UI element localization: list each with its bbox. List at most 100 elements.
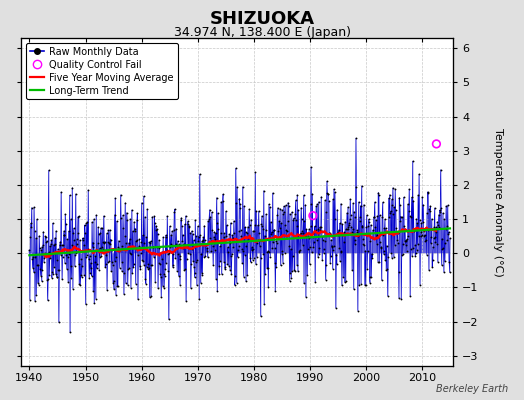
- Point: [306, 244, 314, 250]
- Point: [396, 202, 404, 208]
- Point: [74, 213, 83, 219]
- Point: [115, 265, 124, 271]
- Point: [61, 260, 69, 266]
- Point: [253, 240, 261, 246]
- Point: [130, 218, 138, 225]
- Point: [305, 261, 314, 268]
- Point: [169, 251, 177, 258]
- Point: [252, 261, 260, 268]
- Point: [231, 273, 239, 279]
- Point: [134, 296, 142, 302]
- Point: [29, 254, 37, 260]
- Point: [228, 232, 237, 238]
- Point: [318, 257, 326, 263]
- Point: [208, 209, 216, 216]
- Point: [374, 189, 383, 196]
- Point: [54, 266, 62, 273]
- Point: [268, 245, 276, 252]
- Point: [290, 215, 298, 222]
- Point: [344, 204, 352, 211]
- Point: [424, 190, 432, 196]
- Point: [331, 189, 339, 195]
- Point: [94, 224, 102, 230]
- Point: [43, 276, 51, 283]
- Point: [427, 234, 435, 240]
- Point: [27, 223, 36, 230]
- Point: [184, 249, 193, 256]
- Point: [73, 230, 82, 236]
- Point: [302, 226, 311, 233]
- Point: [125, 236, 134, 242]
- Point: [238, 260, 246, 266]
- Point: [132, 238, 140, 244]
- Point: [237, 232, 246, 239]
- Point: [229, 244, 237, 250]
- Point: [258, 213, 266, 219]
- Point: [47, 241, 55, 247]
- Point: [111, 212, 119, 218]
- Point: [321, 197, 329, 203]
- Point: [386, 191, 394, 198]
- Point: [102, 230, 111, 237]
- Point: [261, 226, 270, 233]
- Point: [247, 247, 256, 254]
- Point: [365, 274, 374, 280]
- Point: [198, 270, 206, 276]
- Point: [305, 226, 313, 232]
- Point: [120, 270, 128, 276]
- Point: [38, 244, 46, 250]
- Point: [346, 216, 354, 222]
- Point: [198, 238, 206, 244]
- Point: [188, 228, 196, 234]
- Point: [386, 210, 394, 216]
- Point: [227, 271, 236, 278]
- Point: [432, 141, 441, 147]
- Point: [44, 276, 52, 282]
- Point: [407, 214, 416, 220]
- Point: [144, 261, 152, 267]
- Point: [377, 244, 385, 250]
- Point: [128, 228, 137, 234]
- Point: [206, 238, 215, 244]
- Point: [331, 216, 340, 222]
- Point: [242, 278, 250, 285]
- Point: [441, 240, 450, 246]
- Point: [333, 206, 342, 213]
- Point: [84, 187, 93, 194]
- Point: [328, 243, 336, 250]
- Point: [337, 248, 346, 254]
- Point: [140, 262, 148, 268]
- Point: [143, 206, 151, 212]
- Point: [359, 240, 367, 247]
- Point: [275, 218, 283, 224]
- Point: [193, 282, 201, 288]
- Point: [427, 240, 435, 246]
- Point: [39, 228, 48, 235]
- Point: [200, 222, 209, 229]
- Point: [312, 203, 320, 210]
- Point: [217, 198, 225, 205]
- Point: [116, 246, 124, 253]
- Point: [191, 217, 200, 223]
- Point: [106, 236, 115, 243]
- Point: [359, 201, 368, 208]
- Point: [360, 242, 368, 248]
- Point: [190, 264, 198, 270]
- Point: [235, 196, 244, 202]
- Point: [93, 265, 101, 272]
- Point: [361, 247, 369, 254]
- Point: [353, 228, 362, 235]
- Point: [308, 249, 316, 256]
- Point: [324, 191, 332, 197]
- Point: [323, 190, 332, 196]
- Point: [39, 241, 47, 248]
- Point: [365, 219, 373, 225]
- Point: [119, 291, 128, 297]
- Point: [28, 204, 36, 211]
- Point: [48, 269, 57, 275]
- Point: [70, 225, 78, 232]
- Point: [189, 258, 198, 264]
- Point: [113, 283, 122, 290]
- Point: [80, 222, 89, 228]
- Point: [329, 266, 337, 272]
